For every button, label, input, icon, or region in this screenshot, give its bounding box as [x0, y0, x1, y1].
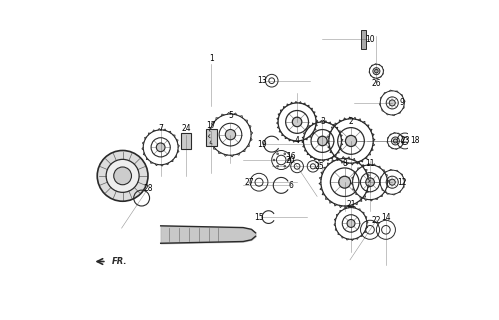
- FancyBboxPatch shape: [181, 133, 191, 148]
- Circle shape: [156, 143, 165, 152]
- Text: 12: 12: [397, 178, 407, 187]
- Circle shape: [389, 100, 395, 106]
- Circle shape: [284, 153, 286, 155]
- Circle shape: [393, 139, 397, 143]
- Text: 9: 9: [399, 99, 404, 108]
- Circle shape: [366, 178, 374, 187]
- Circle shape: [339, 176, 351, 188]
- Text: 23: 23: [400, 136, 410, 146]
- Text: 16: 16: [286, 152, 295, 161]
- Text: 17: 17: [207, 121, 216, 130]
- Circle shape: [114, 167, 132, 185]
- Circle shape: [97, 150, 148, 201]
- Circle shape: [318, 136, 327, 146]
- Text: FR.: FR.: [111, 257, 127, 266]
- Text: 28: 28: [143, 184, 153, 193]
- Text: 5: 5: [228, 111, 233, 120]
- Circle shape: [345, 135, 357, 147]
- Text: 18: 18: [410, 136, 419, 146]
- Text: 13: 13: [257, 76, 267, 85]
- Circle shape: [347, 220, 355, 228]
- Text: 15: 15: [254, 212, 264, 222]
- Text: 21: 21: [346, 200, 356, 209]
- Bar: [361, 30, 366, 49]
- Text: 2: 2: [349, 117, 353, 126]
- Text: 20: 20: [286, 156, 295, 164]
- Circle shape: [273, 159, 275, 161]
- Circle shape: [106, 159, 139, 192]
- Circle shape: [292, 117, 302, 127]
- Text: 11: 11: [365, 159, 375, 168]
- Text: 25: 25: [314, 162, 324, 171]
- Text: 14: 14: [381, 212, 391, 222]
- Text: 24: 24: [181, 124, 191, 133]
- Circle shape: [226, 130, 236, 140]
- Circle shape: [277, 165, 278, 167]
- Text: 26: 26: [372, 79, 381, 88]
- Circle shape: [284, 165, 286, 167]
- Circle shape: [389, 179, 395, 185]
- Text: 6: 6: [288, 181, 293, 190]
- Circle shape: [287, 159, 289, 161]
- Circle shape: [277, 153, 278, 155]
- Text: 27: 27: [245, 178, 254, 187]
- FancyBboxPatch shape: [206, 129, 217, 146]
- Text: 10: 10: [365, 35, 375, 44]
- Text: 7: 7: [158, 124, 163, 133]
- Text: 8: 8: [342, 159, 347, 168]
- Text: 3: 3: [320, 117, 325, 126]
- Text: 19: 19: [257, 140, 267, 148]
- Text: 4: 4: [294, 136, 299, 146]
- Circle shape: [375, 69, 378, 73]
- Text: 22: 22: [372, 216, 381, 225]
- Text: 1: 1: [209, 54, 214, 63]
